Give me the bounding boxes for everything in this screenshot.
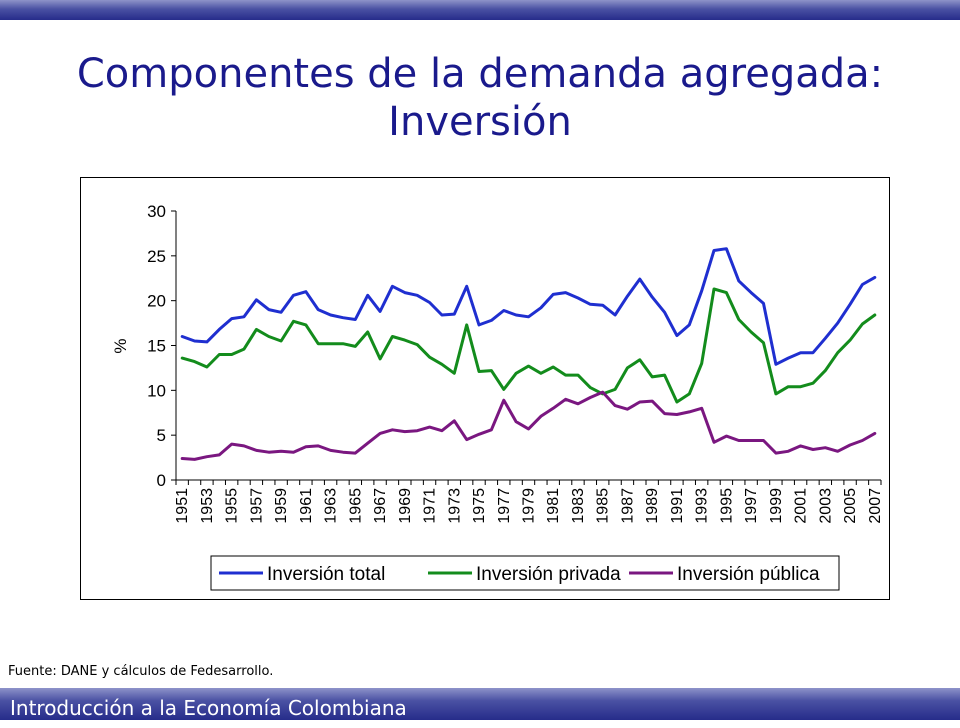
chart-axes: 0 5 10 15 20 25 30% 1951 1953 1955 1957 1959 1961 196… xyxy=(111,202,884,524)
chart-legend: Inversión total Inversión privada Inversió… xyxy=(210,555,840,591)
x-tick-label: 1953 xyxy=(199,488,216,524)
x-tick-label: 1955 xyxy=(224,488,241,524)
y-axis-label: % xyxy=(111,338,130,353)
legend-label-2: Inversión privada xyxy=(476,564,621,585)
x-tick-label: 1981 xyxy=(545,488,562,524)
slide-title-line-2: Inversión xyxy=(388,99,572,145)
x-tick-label: 1991 xyxy=(669,488,686,524)
x-tick-label: 2001 xyxy=(793,488,810,524)
investment-line-chart: 0 5 10 15 20 25 30% 1951 1953 1955 1957 1959 1961 196… xyxy=(111,202,884,591)
x-tick-label: 1985 xyxy=(595,488,612,524)
x-tick-label: 1983 xyxy=(570,488,587,524)
x-tick-label: 1987 xyxy=(619,488,636,524)
x-tick-label: 1993 xyxy=(694,488,711,524)
series-line-3 xyxy=(180,390,877,461)
x-tick-label: 1965 xyxy=(347,488,364,524)
y-tick-label: 25 xyxy=(147,247,166,266)
x-tick-label: 1961 xyxy=(298,488,315,524)
y-tick-label: 30 xyxy=(147,202,166,221)
legend-label-3: Inversión pública xyxy=(677,564,820,585)
y-tick-label: 5 xyxy=(157,426,166,445)
slide-title-line-1: Componentes de la demanda agregada: xyxy=(76,51,884,97)
series-line-1 xyxy=(180,247,877,366)
y-tick-label: 0 xyxy=(157,471,166,490)
x-tick-label: 1963 xyxy=(323,488,340,524)
chart-series-layer xyxy=(180,247,877,461)
footer-bar: Introducción a la Economía Colombiana xyxy=(0,688,960,720)
x-tick-label: 1979 xyxy=(521,488,538,524)
y-tick-label: 10 xyxy=(147,381,166,400)
top-accent-bar xyxy=(0,0,960,20)
source-note: Fuente: DANE y cálculos de Fedesarrollo. xyxy=(8,664,274,679)
x-tick-label: 2007 xyxy=(867,488,884,524)
footer-title: Introducción a la Economía Colombiana xyxy=(10,696,407,720)
x-tick-label: 1997 xyxy=(743,488,760,524)
x-tick-label: 1971 xyxy=(422,488,439,524)
x-tick-label: 1969 xyxy=(397,488,414,524)
x-tick-label: 1951 xyxy=(174,488,191,524)
x-tick-label: 1977 xyxy=(496,488,513,524)
x-tick-label: 1975 xyxy=(471,488,488,524)
chart-frame: 0 5 10 15 20 25 30% 1951 1953 1955 1957 1959 1961 196… xyxy=(80,177,890,600)
x-tick-label: 1995 xyxy=(718,488,735,524)
series-line-2 xyxy=(180,287,877,404)
slide-title: Componentes de la demanda agregada: Inve… xyxy=(0,50,960,146)
y-tick-label: 15 xyxy=(147,337,166,356)
x-tick-label: 1957 xyxy=(248,488,265,524)
x-tick-label: 2005 xyxy=(842,488,859,524)
x-tick-label: 2003 xyxy=(817,488,834,524)
x-tick-label: 1989 xyxy=(644,488,661,524)
x-tick-label: 1973 xyxy=(446,488,463,524)
x-tick-label: 1999 xyxy=(768,488,785,524)
legend-box xyxy=(210,555,840,591)
x-tick-label: 1959 xyxy=(273,488,290,524)
x-tick-label: 1967 xyxy=(372,488,389,524)
legend-label-1: Inversión total xyxy=(267,564,385,585)
y-tick-label: 20 xyxy=(147,292,166,311)
